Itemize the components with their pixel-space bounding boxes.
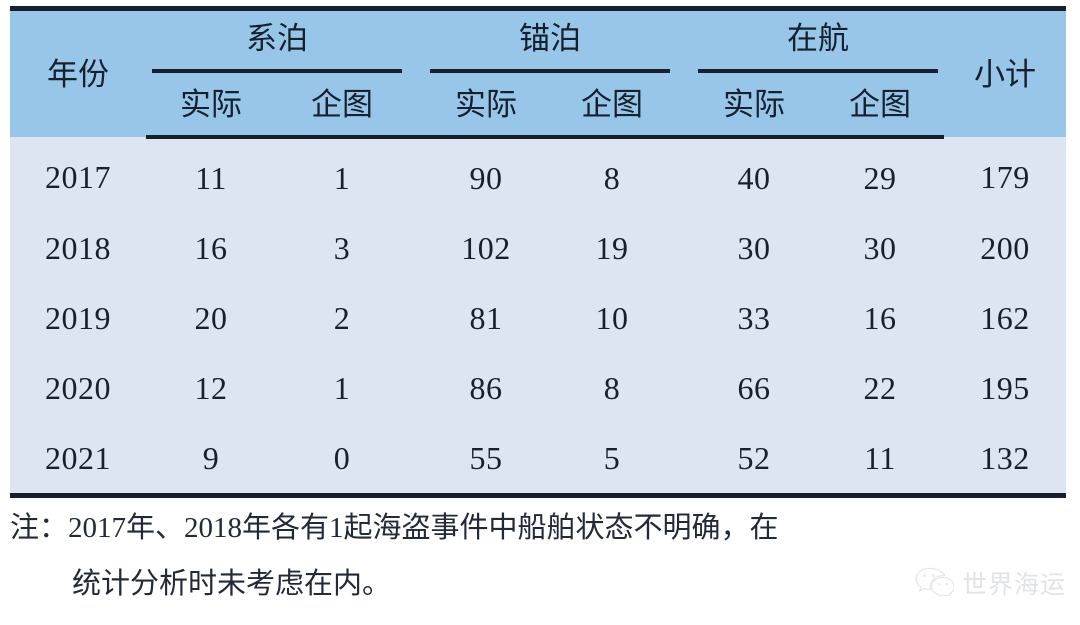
cell-gap-1 bbox=[408, 353, 424, 423]
table-head-group-row: 年份 系泊 锚泊 在航 小计 bbox=[10, 8, 1066, 137]
cell-gap-2 bbox=[676, 283, 692, 353]
column-group-header-underway: 在航 bbox=[692, 8, 944, 73]
group-label-text: 系泊 bbox=[246, 21, 308, 56]
note-line-1: 注：2017年、2018年各有1起海盗事件中船舶状态不明确，在 bbox=[10, 512, 779, 544]
cell-moored-actual: 12 bbox=[146, 353, 276, 423]
cell-underway-actual: 52 bbox=[692, 423, 816, 496]
column-header-moored-actual: 实际 bbox=[146, 73, 276, 139]
cell-year: 2018 bbox=[10, 213, 146, 283]
table-row: 2019 20 2 81 10 33 16 162 bbox=[10, 283, 1066, 353]
table-row: 2017 11 1 90 8 40 29 179 bbox=[10, 137, 1066, 213]
cell-gap-1 bbox=[408, 213, 424, 283]
cell-anchored-actual: 90 bbox=[424, 137, 548, 213]
cell-year: 2021 bbox=[10, 423, 146, 496]
cell-anchored-attempt: 8 bbox=[548, 137, 676, 213]
cell-gap-1 bbox=[408, 137, 424, 213]
cell-year: 2020 bbox=[10, 353, 146, 423]
cell-subtotal: 179 bbox=[944, 137, 1066, 213]
cell-moored-actual: 16 bbox=[146, 213, 276, 283]
cell-anchored-actual: 86 bbox=[424, 353, 548, 423]
cell-anchored-attempt: 8 bbox=[548, 353, 676, 423]
cell-moored-actual: 11 bbox=[146, 137, 276, 213]
column-header-moored-attempt: 企图 bbox=[276, 73, 408, 139]
group-label-text: 在航 bbox=[787, 21, 849, 56]
cell-moored-attempt: 0 bbox=[276, 423, 408, 496]
cell-anchored-actual: 55 bbox=[424, 423, 548, 496]
cell-anchored-attempt: 10 bbox=[548, 283, 676, 353]
cell-subtotal: 195 bbox=[944, 353, 1066, 423]
cell-anchored-attempt: 5 bbox=[548, 423, 676, 496]
cell-underway-actual: 33 bbox=[692, 283, 816, 353]
cell-gap-2 bbox=[676, 137, 692, 213]
cell-moored-attempt: 1 bbox=[276, 353, 408, 423]
head-sub-gap-2 bbox=[676, 73, 692, 139]
table-row: 2020 12 1 86 8 66 22 195 bbox=[10, 353, 1066, 423]
cell-subtotal: 162 bbox=[944, 283, 1066, 353]
cell-anchored-actual: 81 bbox=[424, 283, 548, 353]
group-underline bbox=[152, 69, 402, 73]
group-label-text: 锚泊 bbox=[519, 21, 581, 56]
column-group-header-anchored: 锚泊 bbox=[424, 8, 676, 73]
table-row: 2018 16 3 102 19 30 30 200 bbox=[10, 213, 1066, 283]
cell-moored-attempt: 3 bbox=[276, 213, 408, 283]
cell-gap-2 bbox=[676, 423, 692, 496]
cell-moored-actual: 20 bbox=[146, 283, 276, 353]
cell-underway-attempt: 30 bbox=[816, 213, 944, 283]
head-sub-gap-1 bbox=[408, 73, 424, 139]
group-underline bbox=[698, 69, 938, 73]
statistics-table: 年份 系泊 锚泊 在航 小计 bbox=[10, 6, 1066, 498]
cell-gap-2 bbox=[676, 213, 692, 283]
table-head-sub-row: 实际 企图 实际 企图 实际 企图 bbox=[10, 73, 1066, 139]
column-header-underway-attempt: 企图 bbox=[816, 73, 944, 139]
cell-year: 2019 bbox=[10, 283, 146, 353]
head-gap-1 bbox=[408, 8, 424, 73]
table-row: 2021 9 0 55 5 52 11 132 bbox=[10, 423, 1066, 496]
cell-subtotal: 132 bbox=[944, 423, 1066, 496]
note-line-2: 统计分析时未考虑在内。 bbox=[72, 568, 392, 600]
statistics-table-wrapper: 年份 系泊 锚泊 在航 小计 bbox=[10, 6, 1066, 498]
cell-underway-attempt: 16 bbox=[816, 283, 944, 353]
cell-gap-1 bbox=[408, 283, 424, 353]
cell-year: 2017 bbox=[10, 137, 146, 213]
table-note: 注：2017年、2018年各有1起海盗事件中船舶状态不明确，在 统计分析时未考虑… bbox=[10, 500, 1010, 612]
cell-underway-actual: 66 bbox=[692, 353, 816, 423]
cell-moored-attempt: 2 bbox=[276, 283, 408, 353]
column-header-year: 年份 bbox=[10, 8, 146, 137]
table-body: 2017 11 1 90 8 40 29 179 2018 16 3 102 bbox=[10, 137, 1066, 496]
cell-anchored-attempt: 19 bbox=[548, 213, 676, 283]
group-underline bbox=[430, 69, 670, 73]
table-head: 年份 系泊 锚泊 在航 小计 bbox=[10, 8, 1066, 139]
cell-underway-attempt: 11 bbox=[816, 423, 944, 496]
cell-subtotal: 200 bbox=[944, 213, 1066, 283]
cell-moored-actual: 9 bbox=[146, 423, 276, 496]
cell-anchored-actual: 102 bbox=[424, 213, 548, 283]
cell-gap-2 bbox=[676, 353, 692, 423]
head-gap-2 bbox=[676, 8, 692, 73]
column-header-anchored-attempt: 企图 bbox=[548, 73, 676, 139]
cell-underway-actual: 30 bbox=[692, 213, 816, 283]
cell-gap-1 bbox=[408, 423, 424, 496]
cell-underway-actual: 40 bbox=[692, 137, 816, 213]
column-group-header-moored: 系泊 bbox=[146, 8, 408, 73]
cell-underway-attempt: 22 bbox=[816, 353, 944, 423]
column-header-underway-actual: 实际 bbox=[692, 73, 816, 139]
cell-underway-attempt: 29 bbox=[816, 137, 944, 213]
column-header-subtotal: 小计 bbox=[944, 8, 1066, 137]
column-header-anchored-actual: 实际 bbox=[424, 73, 548, 139]
cell-moored-attempt: 1 bbox=[276, 137, 408, 213]
